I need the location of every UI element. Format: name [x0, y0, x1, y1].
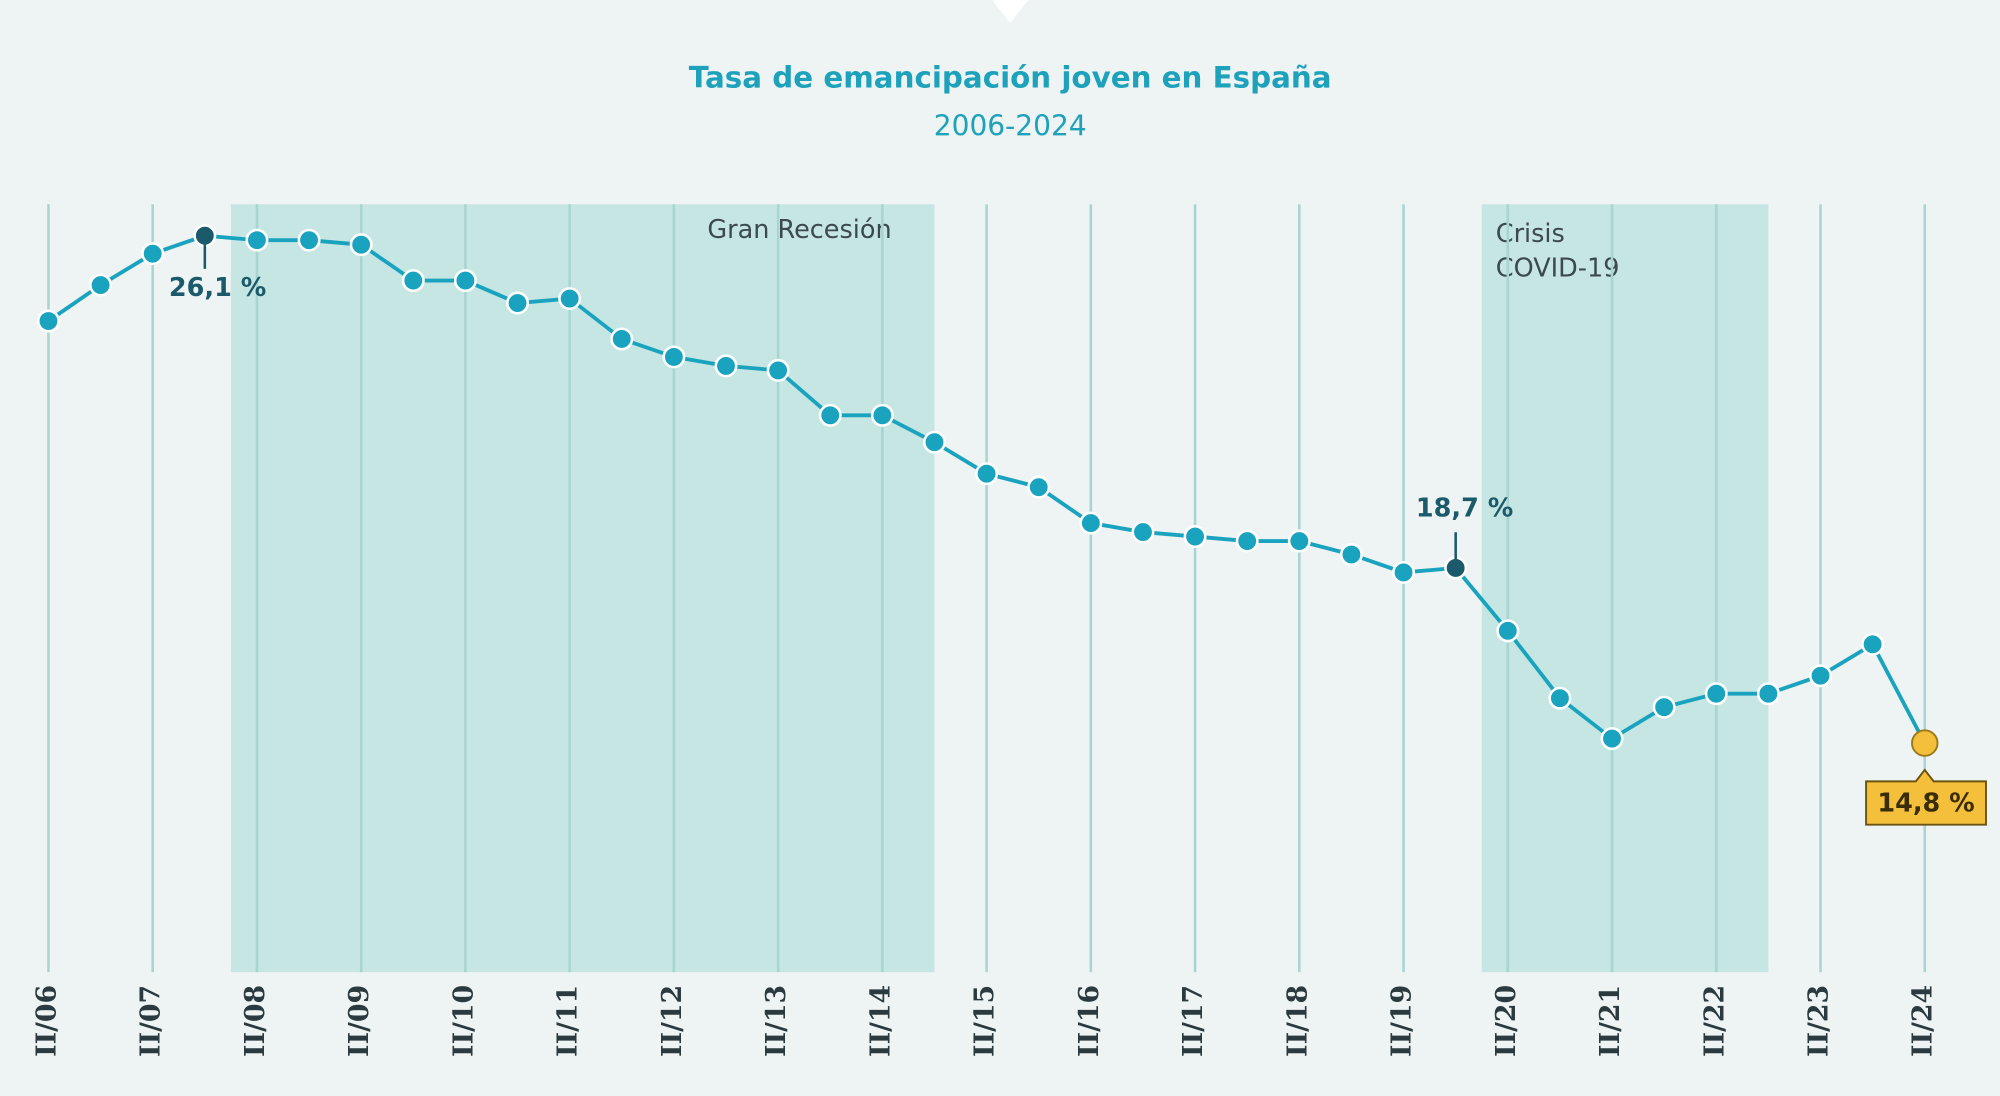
- data-point: [1652, 695, 1676, 719]
- data-point: [1809, 664, 1832, 688]
- data-point: [89, 273, 113, 297]
- data-point: [401, 269, 425, 293]
- data-point: [506, 291, 530, 315]
- data-point: [1339, 543, 1363, 566]
- data-point: [1548, 686, 1572, 710]
- shaded-period: [1481, 204, 1769, 973]
- x-tick-label: II/22: [1699, 985, 1730, 1057]
- data-point: [1756, 682, 1780, 706]
- x-tick-label: II/12: [657, 985, 688, 1057]
- data-point: [349, 233, 373, 257]
- x-tick-label: II/23: [1804, 985, 1835, 1057]
- data-point: [1235, 529, 1259, 553]
- x-tick-label: II/13: [761, 985, 792, 1057]
- data-point: [1704, 682, 1728, 706]
- data-point: [245, 228, 269, 252]
- data-point: [1861, 632, 1885, 656]
- x-tick-label: II/08: [240, 985, 271, 1057]
- data-point: [870, 403, 894, 427]
- data-point: [766, 358, 790, 382]
- x-tick-label: II/09: [344, 985, 375, 1057]
- x-tick-label: II/10: [448, 985, 479, 1057]
- data-point: [714, 354, 738, 378]
- data-point: [1600, 727, 1624, 751]
- data-point: [1287, 529, 1311, 553]
- chart-title: Tasa de emancipación joven en España: [689, 61, 1332, 95]
- pointer-triangle: [992, 0, 1029, 24]
- data-point: [610, 327, 634, 351]
- x-tick-label: II/24: [1908, 985, 1939, 1057]
- data-point: [558, 287, 582, 311]
- shaded-period: [230, 204, 935, 973]
- data-point: [36, 309, 60, 333]
- data-point: [818, 403, 842, 427]
- x-tick-label: II/19: [1387, 985, 1418, 1057]
- data-point: [297, 228, 321, 252]
- x-tick-label: II/17: [1178, 985, 1209, 1057]
- data-label: 18,7 %: [1416, 493, 1513, 523]
- x-tick-label: II/16: [1074, 985, 1105, 1057]
- x-tick-label: II/14: [865, 985, 896, 1057]
- data-point: [1496, 619, 1520, 643]
- period-label: Gran Recesión: [707, 215, 891, 245]
- data-point: [662, 345, 686, 369]
- data-point: [1131, 520, 1155, 544]
- data-point: [975, 462, 999, 486]
- chart-subtitle: 2006-2024: [934, 110, 1087, 143]
- x-tick-label: II/20: [1491, 985, 1522, 1057]
- data-label: 14,8 %: [1877, 788, 1974, 818]
- data-label: 26,1 %: [169, 273, 266, 303]
- x-tick-label: II/11: [553, 985, 584, 1057]
- data-point: [141, 242, 165, 266]
- data-point: [923, 430, 946, 454]
- x-tick-label: II/06: [31, 985, 62, 1057]
- period-label: Crisis: [1496, 219, 1565, 249]
- x-tick-label: II/15: [970, 985, 1001, 1057]
- data-point: [1079, 511, 1103, 535]
- data-point: [1027, 475, 1051, 499]
- data-point: [1911, 729, 1939, 757]
- data-point: [1183, 525, 1207, 549]
- period-label: COVID-19: [1496, 253, 1620, 283]
- x-tick-label: II/07: [136, 985, 167, 1057]
- x-tick-label: II/18: [1282, 985, 1313, 1057]
- label-box: [1865, 768, 1987, 826]
- data-point: [453, 269, 477, 293]
- x-tick-label: II/21: [1595, 985, 1626, 1057]
- data-point: [1392, 560, 1416, 584]
